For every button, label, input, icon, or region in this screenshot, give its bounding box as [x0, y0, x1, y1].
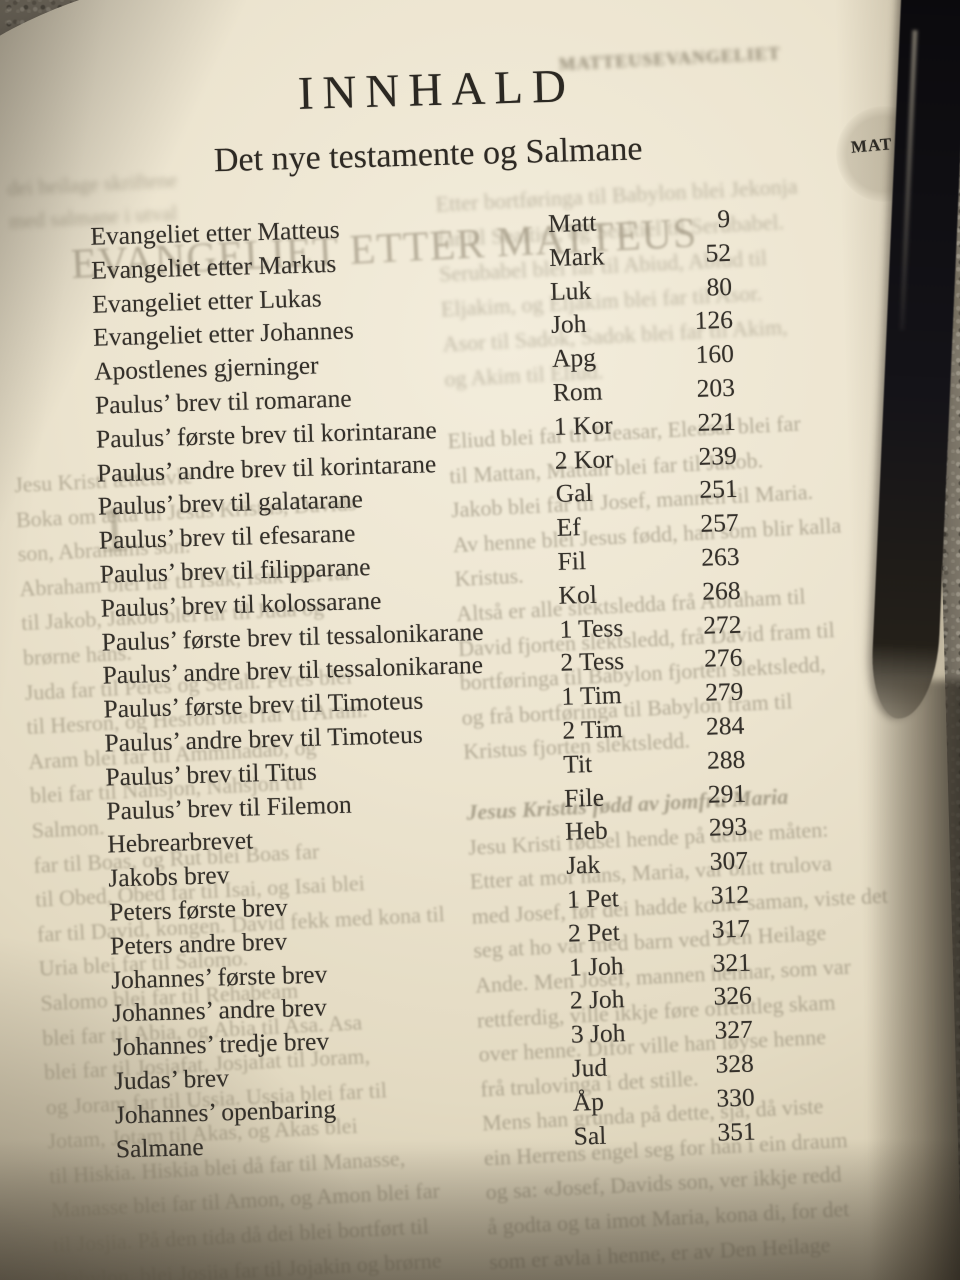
- bottom-right-shadow: [868, 680, 960, 1280]
- toc-entry-abbreviation: 2 Pet: [567, 916, 621, 948]
- toc-entry-abbreviation: 1 Tess: [559, 612, 624, 644]
- toc-entry-page-number: 291: [707, 778, 747, 809]
- toc-entry-page-number: 307: [709, 845, 749, 876]
- toc-entry-page-number: 239: [698, 440, 738, 471]
- toc-entry-page-number: 221: [697, 406, 737, 437]
- toc-entry-abbreviation: 2 Tim: [561, 714, 623, 745]
- toc-entry-abbreviation: Åp: [572, 1086, 605, 1117]
- toc-entry-abbreviation: Tit: [562, 748, 593, 779]
- toc-entry-abbreviation: Kol: [558, 579, 598, 610]
- toc-entry-abbreviation: Luk: [549, 275, 592, 306]
- toc-entry-page-number: 351: [716, 1116, 756, 1147]
- toc-entry-page-number: 293: [708, 811, 748, 843]
- toc-entry-page-number: 288: [706, 744, 746, 775]
- toc-entry-abbreviation: Mark: [548, 241, 605, 272]
- toc-entry-page-number: 284: [705, 710, 745, 741]
- toc-entry-page-number: 251: [699, 474, 739, 505]
- table-of-contents: Evangeliet etter Matteus Matt 9 Evangeliet …: [90, 204, 756, 1168]
- toc-entry-page-number: 317: [711, 913, 751, 944]
- toc-entry-abbreviation: Sal: [573, 1120, 607, 1151]
- toc-entry-abbreviation: Jak: [565, 849, 601, 880]
- toc-entry-abbreviation: 1 Kor: [553, 410, 614, 441]
- toc-entry-abbreviation: 3 Joh: [570, 1018, 626, 1049]
- thumb-tab-mat: MAT: [850, 134, 894, 157]
- toc-entry-abbreviation: Joh: [550, 309, 587, 340]
- toc-entry-page-number: 126: [694, 305, 734, 336]
- toc-entry-page-number: 9: [716, 203, 731, 234]
- toc-entry-abbreviation: 2 Joh: [569, 984, 625, 1015]
- toc-entry-page-number: 272: [702, 609, 742, 640]
- toc-entry-page-number: 321: [712, 947, 752, 978]
- toc-entry-abbreviation: 1 Joh: [568, 950, 624, 982]
- toc-entry-page-number: 257: [699, 507, 740, 538]
- toc-entry-page-number: 276: [703, 643, 743, 674]
- toc-entry-page-number: 160: [695, 339, 735, 370]
- toc-entry-abbreviation: Apg: [551, 342, 597, 374]
- toc-entry-abbreviation: Gal: [555, 478, 593, 509]
- toc-entry-page-number: 52: [705, 237, 732, 268]
- toc-entry-abbreviation: Ef: [556, 512, 582, 543]
- toc-entry-page-number: 203: [696, 372, 736, 403]
- toc-entry-abbreviation: 1 Tim: [560, 680, 623, 711]
- toc-entry-abbreviation: File: [563, 782, 605, 813]
- toc-entry-page-number: 268: [701, 575, 741, 606]
- toc-entry-abbreviation: Heb: [564, 815, 609, 847]
- toc-entry-abbreviation: Matt: [547, 207, 597, 238]
- toc-entry-page-number: 326: [713, 980, 753, 1011]
- toc-entry-abbreviation: 1 Pet: [566, 883, 620, 914]
- toc-entry-page-number: 312: [710, 879, 750, 910]
- toc-entry-page-number: 328: [715, 1048, 755, 1079]
- toc-entry-page-number: 330: [716, 1082, 756, 1113]
- toc-entry-page-number: 279: [704, 676, 744, 707]
- toc-entry-page-number: 80: [706, 271, 733, 302]
- toc-entry-page-number: 263: [700, 541, 740, 572]
- toc-entry-abbreviation: Fil: [557, 546, 587, 576]
- toc-entry-page-number: 327: [714, 1014, 754, 1045]
- toc-entry-abbreviation: 2 Kor: [554, 443, 614, 475]
- toc-entry-abbreviation: Jud: [571, 1052, 608, 1083]
- toc-entry-abbreviation: Rom: [552, 376, 603, 407]
- toc-entry-abbreviation: 2 Tess: [560, 646, 625, 678]
